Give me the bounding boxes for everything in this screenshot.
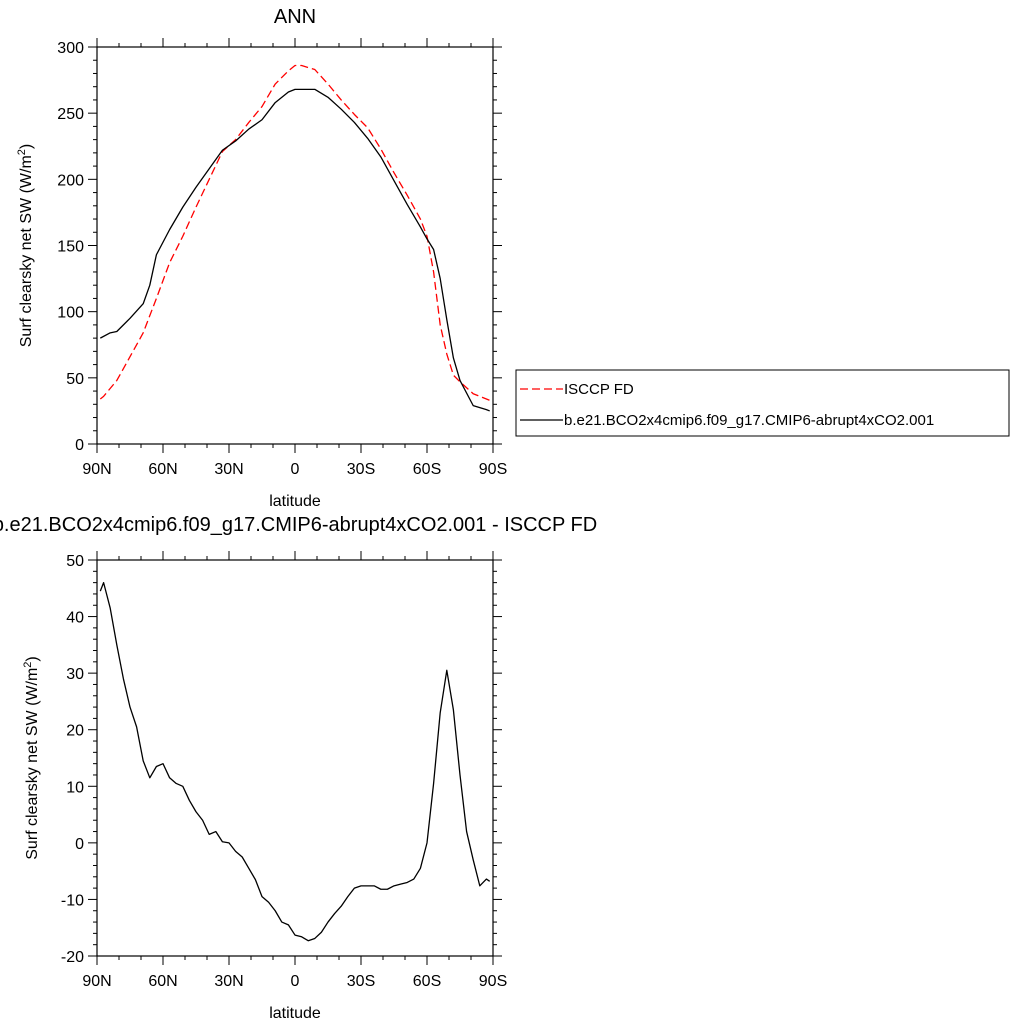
top-panel: ANN 90N 60N 30N 0 30S 60S 90S 0 50 100 150 200 250 30…	[16, 6, 507, 510]
bottom-x-tick-label: 30S	[347, 973, 375, 990]
legend-label-isccp: ISCCP FD	[564, 381, 634, 398]
bottom-panel-y-axis-label: Surf clearsky net SW (W/m2)	[22, 656, 41, 859]
bottom-y-tick-label: 40	[66, 610, 84, 627]
top-y-tick-label: 0	[75, 437, 84, 454]
top-panel-y-label-sup: 2	[16, 149, 28, 155]
bottom-panel-y-label-main: Surf clearsky net SW (W/m	[24, 668, 41, 860]
top-y-tick-label: 250	[57, 106, 84, 123]
top-panel-y-label-main: Surf clearsky net SW (W/m	[18, 155, 35, 347]
top-series-line-0	[99, 64, 490, 401]
bottom-panel-y-label-close: )	[24, 656, 41, 661]
top-x-tick-label: 30N	[214, 461, 243, 478]
bottom-panel-series	[99, 581, 491, 942]
top-y-tick-label: 150	[57, 239, 84, 256]
top-panel-y-axis-label: Surf clearsky net SW (W/m2)	[16, 144, 35, 347]
bottom-x-tick-label: 60S	[413, 973, 441, 990]
top-x-tick-label: 90N	[82, 461, 111, 478]
legend-box	[515, 369, 1010, 437]
bottom-panel-frame	[96, 559, 494, 957]
bottom-y-tick-label: 10	[66, 779, 84, 796]
top-x-tick-label: 90S	[479, 461, 507, 478]
top-panel-y-label-close: )	[18, 144, 35, 149]
top-panel-series	[99, 64, 490, 412]
bottom-y-tick-label: -20	[61, 949, 84, 966]
top-x-tick-label: 0	[291, 461, 300, 478]
top-x-tick-label: 60N	[148, 461, 177, 478]
top-y-tick-label: 200	[57, 172, 84, 189]
bottom-panel-title: b.e21.BCO2x4cmip6.f09_g17.CMIP6-abrupt4x…	[0, 514, 597, 536]
bottom-x-tick-label: 90S	[479, 973, 507, 990]
top-y-tick-label: 300	[57, 40, 84, 57]
top-y-tick-label: 50	[66, 371, 84, 388]
bottom-x-tick-label: 60N	[148, 973, 177, 990]
bottom-x-tick-label: 90N	[82, 973, 111, 990]
bottom-x-tick-label: 0	[291, 973, 300, 990]
bottom-panel: b.e21.BCO2x4cmip6.f09_g17.CMIP6-abrupt4x…	[0, 514, 597, 1022]
bottom-y-tick-label: 30	[66, 666, 84, 683]
top-x-tick-label: 60S	[413, 461, 441, 478]
top-panel-x-axis-label: latitude	[269, 493, 321, 510]
bottom-panel-ticks: 90N 60N 30N 0 30S 60S 90S -20 -10 0 10 20 30 40 50	[61, 551, 507, 990]
legend: ISCCP FD b.e21.BCO2x4cmip6.f09_g17.CMIP6…	[515, 369, 1010, 437]
top-x-tick-label: 30S	[347, 461, 375, 478]
top-panel-title: ANN	[274, 6, 316, 28]
bottom-x-tick-label: 30N	[214, 973, 243, 990]
top-y-tick-label: 100	[57, 305, 84, 322]
top-series-line-1	[99, 88, 490, 412]
top-panel-ticks: 90N 60N 30N 0 30S 60S 90S 0 50 100 150 200 250 300	[57, 38, 507, 478]
legend-label-model: b.e21.BCO2x4cmip6.f09_g17.CMIP6-abrupt4x…	[564, 412, 934, 429]
bottom-y-tick-label: 0	[75, 836, 84, 853]
bottom-panel-y-label-sup: 2	[22, 662, 34, 668]
bottom-y-tick-label: -10	[61, 892, 84, 909]
bottom-y-tick-label: 20	[66, 723, 84, 740]
bottom-panel-x-axis-label: latitude	[269, 1005, 321, 1022]
bottom-series-line-0	[99, 581, 491, 942]
bottom-y-tick-label: 50	[66, 553, 84, 570]
top-panel-frame	[96, 46, 494, 445]
